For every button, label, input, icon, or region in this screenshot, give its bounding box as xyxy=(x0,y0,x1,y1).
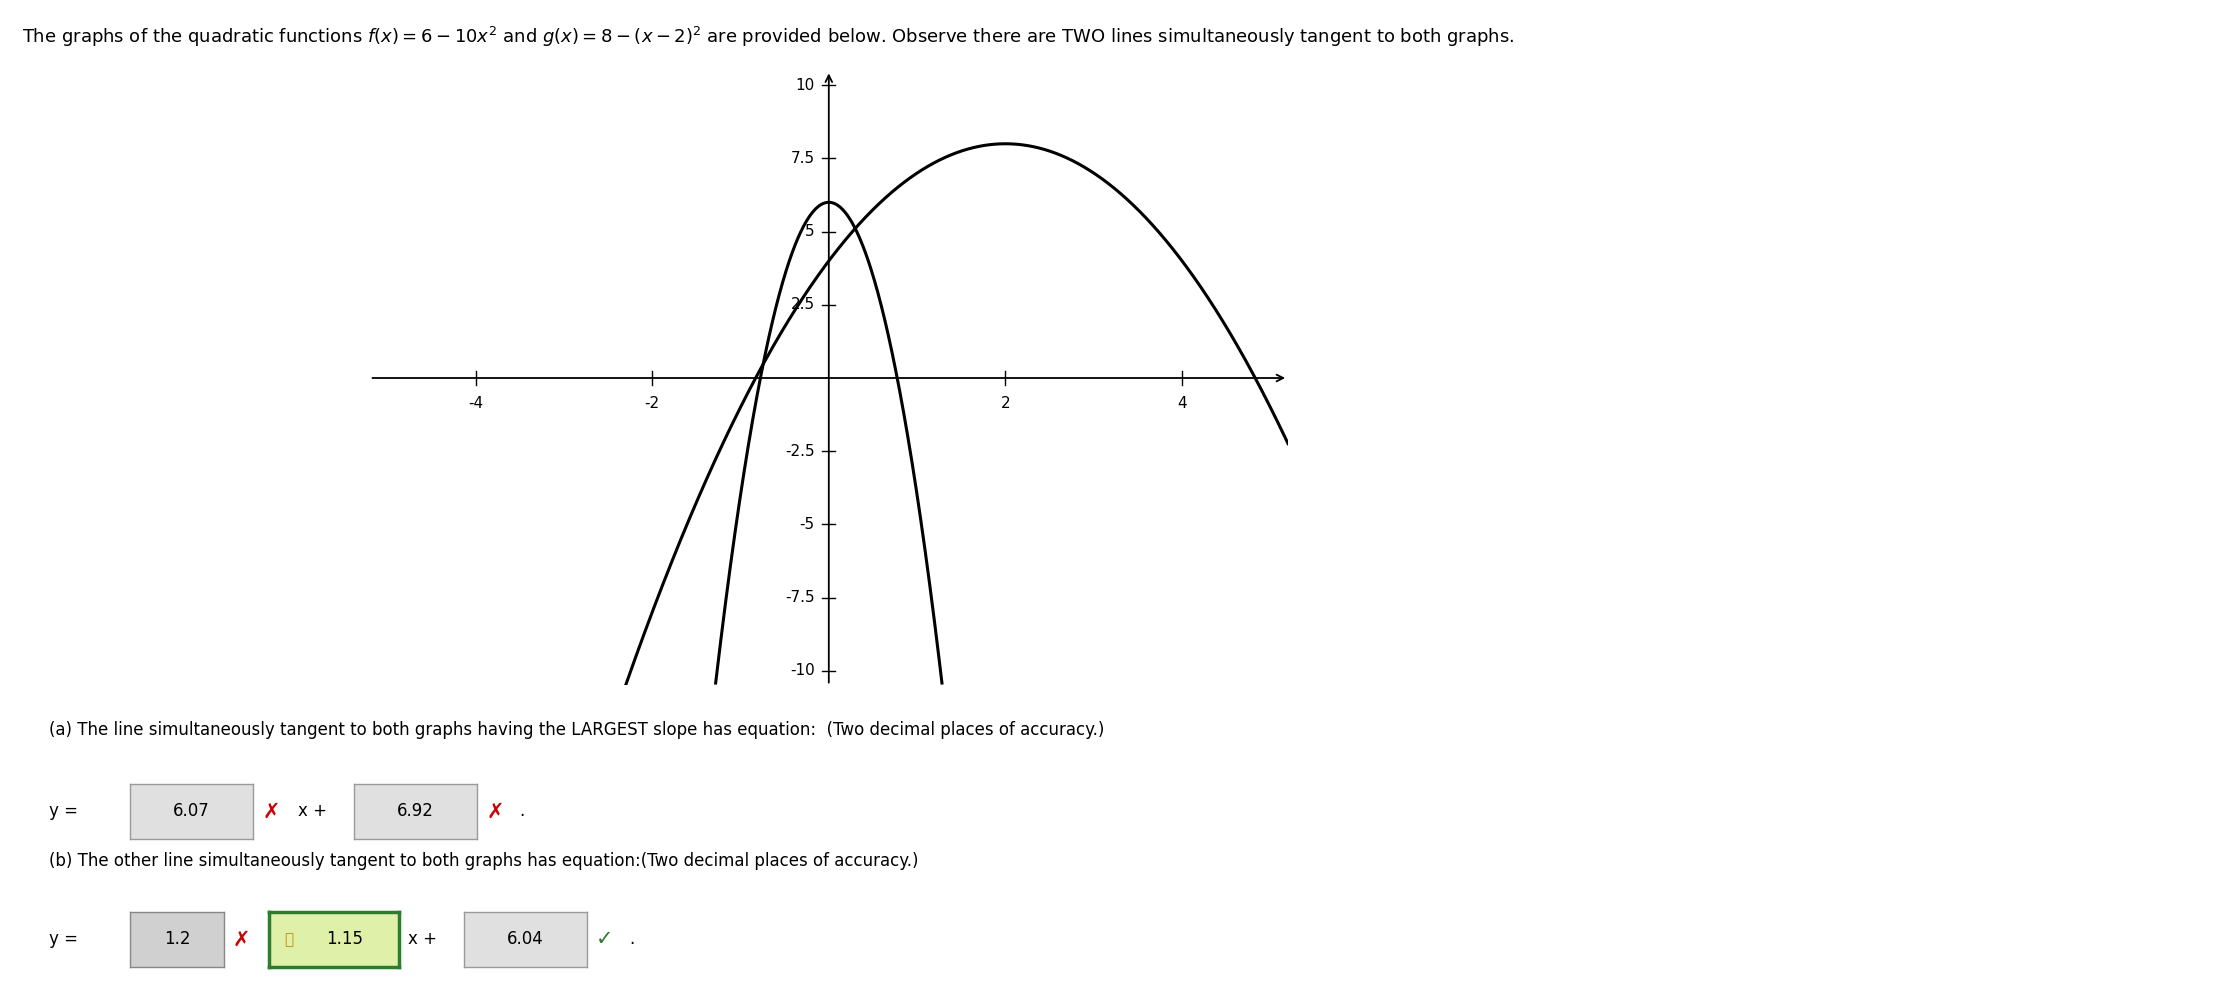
Text: 6.07: 6.07 xyxy=(172,802,211,821)
Text: 2.5: 2.5 xyxy=(791,297,815,312)
Text: 1.15: 1.15 xyxy=(325,930,363,949)
Text: x +: x + xyxy=(298,802,327,821)
Text: ✗: ✗ xyxy=(262,801,280,822)
Text: -5: -5 xyxy=(800,517,815,532)
Text: y =: y = xyxy=(49,802,83,821)
Text: -2: -2 xyxy=(645,396,661,411)
Text: 6.92: 6.92 xyxy=(396,802,435,821)
Text: -10: -10 xyxy=(791,663,815,678)
Text: .: . xyxy=(629,930,634,949)
Text: 7.5: 7.5 xyxy=(791,151,815,166)
Text: 6.04: 6.04 xyxy=(506,930,544,949)
Text: (b) The other line simultaneously tangent to both graphs has equation:(Two decim: (b) The other line simultaneously tangen… xyxy=(49,852,918,870)
Text: -7.5: -7.5 xyxy=(784,590,815,605)
Text: x +: x + xyxy=(408,930,437,949)
Text: ✗: ✗ xyxy=(233,929,251,950)
Text: .: . xyxy=(520,802,524,821)
Text: (a) The line simultaneously tangent to both graphs having the LARGEST slope has : (a) The line simultaneously tangent to b… xyxy=(49,721,1104,739)
Text: 2: 2 xyxy=(1001,396,1010,411)
Text: 10: 10 xyxy=(795,78,815,93)
Text: -4: -4 xyxy=(468,396,484,411)
Text: The graphs of the quadratic functions $f(x) = 6 - 10x^2$ and $g(x) = 8 - (x - 2): The graphs of the quadratic functions $f… xyxy=(22,25,1514,49)
Text: -2.5: -2.5 xyxy=(784,444,815,459)
Text: y =: y = xyxy=(49,930,83,949)
Text: 4: 4 xyxy=(1178,396,1187,411)
Text: 5: 5 xyxy=(804,224,815,239)
Text: ✗: ✗ xyxy=(486,801,504,822)
Text: 1.2: 1.2 xyxy=(164,930,190,949)
Text: 💡: 💡 xyxy=(284,932,293,947)
Text: ✓: ✓ xyxy=(596,929,614,950)
